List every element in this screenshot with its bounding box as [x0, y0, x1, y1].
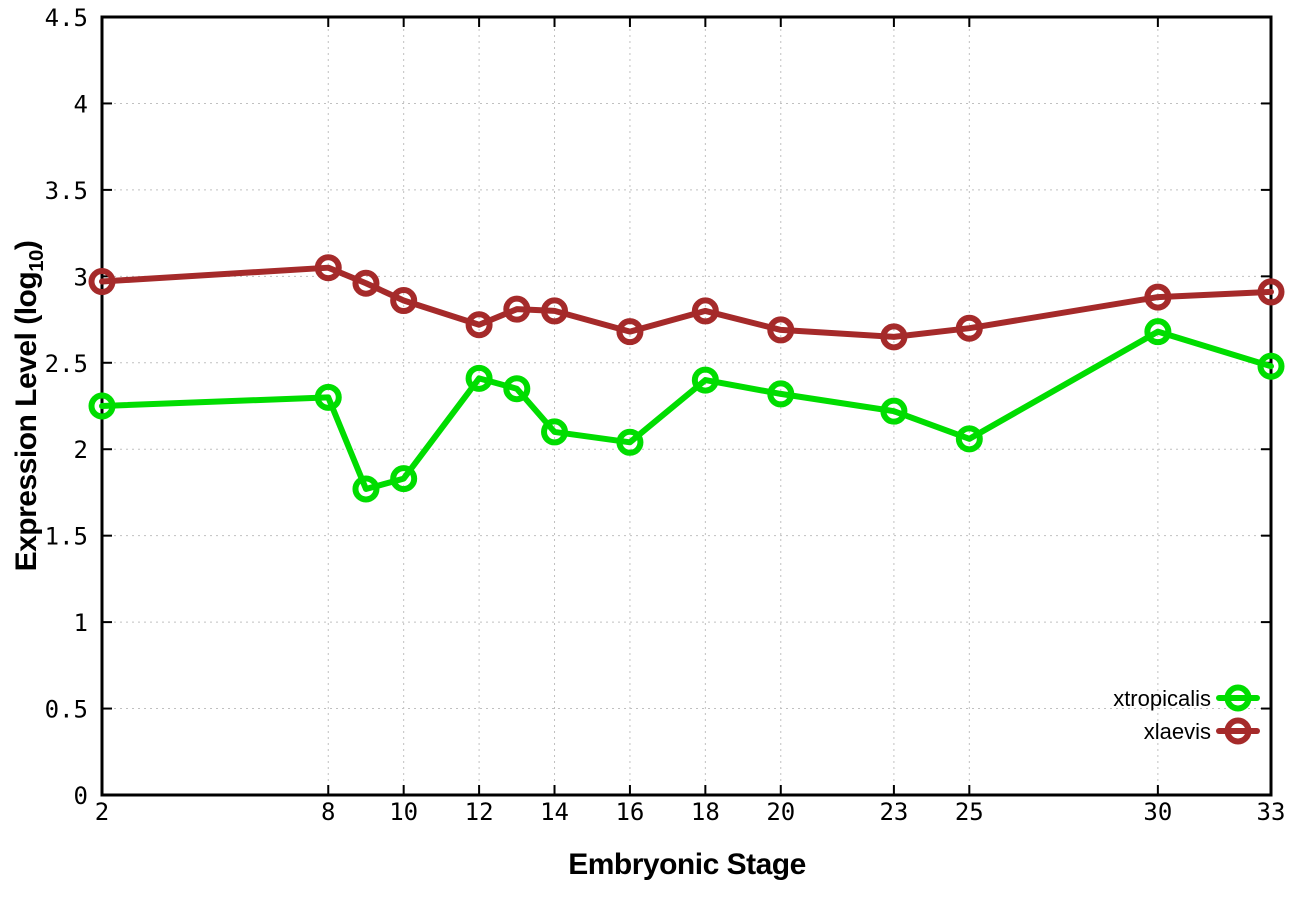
data-point-xlaevis-30	[1144, 283, 1172, 311]
legend-entry-xlaevis: xlaevis	[1144, 717, 1260, 745]
x-tick-label: 33	[1257, 798, 1286, 826]
series-line-xtropicalis	[99, 328, 1274, 492]
data-point-xtropicalis-13	[503, 375, 531, 403]
data-point-xlaevis-20	[767, 316, 795, 344]
data-point-xtropicalis-12	[465, 364, 493, 392]
x-tick-label: 10	[389, 798, 418, 826]
data-point-xlaevis-8	[314, 254, 342, 282]
y-tick-label: 1	[74, 609, 88, 637]
legend: xtropicalis xlaevis	[1113, 684, 1260, 745]
y-tick-label: 0.5	[45, 696, 88, 724]
x-tick-label: 12	[465, 798, 494, 826]
x-tick-label: 2	[95, 798, 109, 826]
data-point-xtropicalis-23	[880, 397, 908, 425]
series-xlaevis	[88, 254, 1285, 351]
series-xtropicalis	[88, 318, 1285, 503]
x-tick-label: 25	[955, 798, 984, 826]
y-tick-labels: 0 0.5 1 1.5 2 2.5 3 3.5 4 4.5	[45, 4, 88, 810]
data-point-xtropicalis-10	[390, 465, 418, 493]
legend-label-xlaevis: xlaevis	[1144, 719, 1211, 744]
data-point-xtropicalis-18	[691, 366, 719, 394]
x-axis-title: Embryonic Stage	[568, 848, 806, 881]
data-point-xtropicalis-8	[314, 383, 342, 411]
y-axis-title-suffix: )	[10, 240, 43, 251]
data-point-xtropicalis-30	[1144, 318, 1172, 346]
data-point-xtropicalis-2	[88, 392, 116, 420]
x-tick-label: 14	[540, 798, 569, 826]
series-line-xlaevis	[99, 264, 1274, 340]
data-point-xlaevis-33	[1257, 278, 1285, 306]
data-point-xtropicalis-14	[541, 418, 569, 446]
x-tick-label: 16	[615, 798, 644, 826]
data-point-xtropicalis-20	[767, 380, 795, 408]
y-axis-title-subscript: 10	[26, 250, 48, 272]
data-point-xlaevis-10	[390, 287, 418, 315]
plot-border	[100, 15, 1273, 797]
data-point-xlaevis-2	[88, 268, 116, 296]
y-tick-label: 2.5	[45, 350, 88, 378]
data-point-xtropicalis-9	[352, 475, 380, 503]
y-tick-label: 2	[74, 436, 88, 464]
x-tick-label: 23	[879, 798, 908, 826]
data-point-xlaevis-14	[541, 297, 569, 325]
y-axis-title-text: Expression Level (log	[10, 271, 43, 572]
y-tick-label: 4.5	[45, 4, 88, 32]
data-point-xlaevis-16	[616, 318, 644, 346]
x-tick-label: 8	[321, 798, 335, 826]
legend-entry-xtropicalis: xtropicalis	[1113, 684, 1260, 712]
x-tick-labels: 2 8 10 12 14 16 18 20 23 25 30 33	[95, 798, 1286, 826]
axis-ticks	[101, 16, 1272, 796]
data-point-xtropicalis-33	[1257, 352, 1285, 380]
x-tick-label: 20	[766, 798, 795, 826]
y-tick-label: 1.5	[45, 523, 88, 551]
gridlines	[102, 17, 1271, 795]
legend-marker-xtropicalis	[1224, 684, 1252, 712]
x-tick-label: 30	[1143, 798, 1172, 826]
data-point-xlaevis-25	[955, 314, 983, 342]
y-tick-label: 0	[74, 782, 88, 810]
y-tick-label: 3	[74, 263, 88, 291]
x-tick-label: 18	[691, 798, 720, 826]
y-axis-title: Expression Level (log10)	[10, 240, 48, 572]
data-point-xlaevis-13	[503, 295, 531, 323]
data-point-xlaevis-23	[880, 323, 908, 351]
data-point-xtropicalis-25	[955, 425, 983, 453]
legend-label-xtropicalis: xtropicalis	[1113, 686, 1211, 711]
data-point-xtropicalis-16	[616, 428, 644, 456]
legend-marker-xlaevis	[1224, 717, 1252, 745]
y-tick-label: 4	[74, 90, 88, 118]
data-point-xlaevis-18	[691, 297, 719, 325]
data-point-xlaevis-9	[352, 269, 380, 297]
data-point-xlaevis-12	[465, 311, 493, 339]
y-tick-label: 3.5	[45, 177, 88, 205]
